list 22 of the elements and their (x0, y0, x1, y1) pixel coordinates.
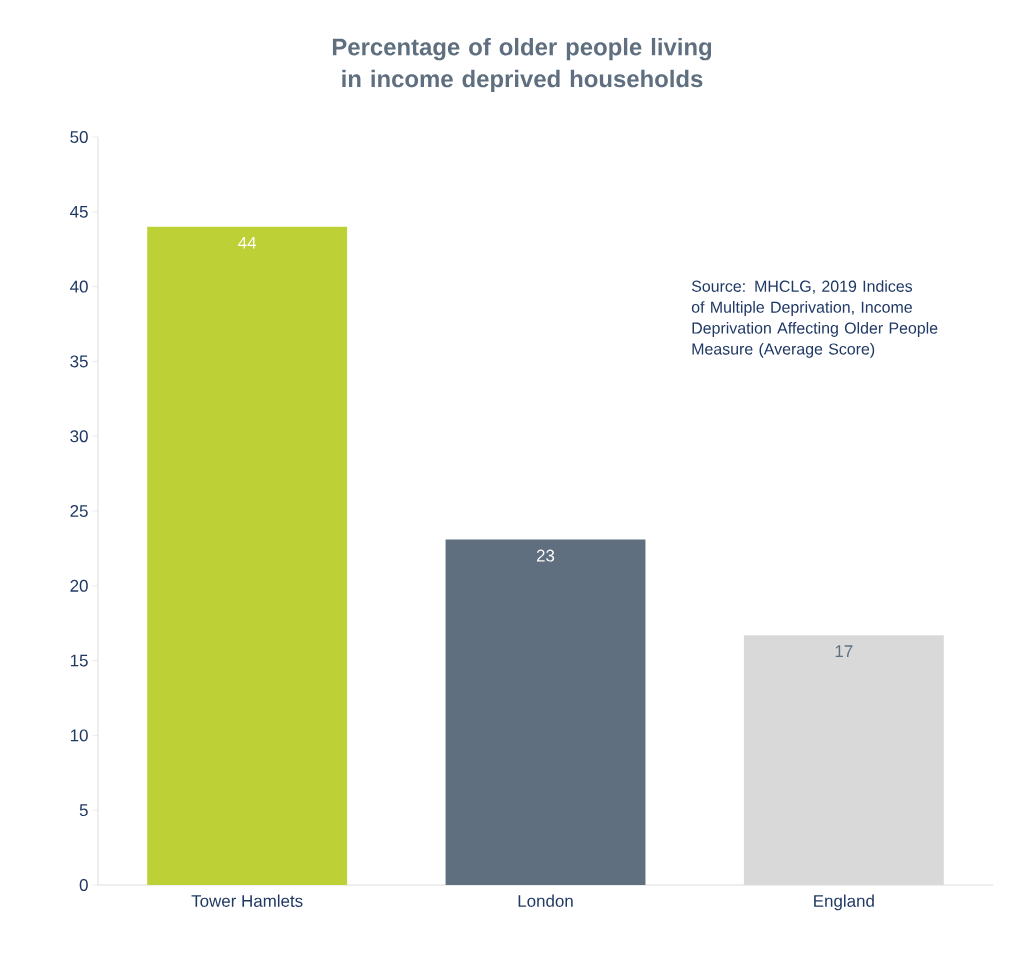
x-tick-label: England (814, 894, 874, 911)
y-tick-label: 30 (70, 430, 88, 443)
y-tick-label: 20 (70, 579, 88, 592)
x-tick-label: Tower Hamlets (191, 894, 303, 907)
data-label: 44 (238, 236, 257, 249)
y-tick-label: 40 (70, 280, 88, 293)
data-label: 23 (536, 549, 555, 562)
bar (445, 539, 646, 885)
y-tick-label: 25 (70, 505, 88, 517)
bar (743, 635, 944, 885)
y-tick-label: 15 (70, 654, 88, 667)
annotation: Source: MHCLG, 2019 Indices of Multiple Deprivation, Income Deprivation Affecting Older People Measure (Average Score) (691, 280, 938, 358)
y-tick-label: 10 (70, 729, 88, 742)
y-tick-label: 50 (70, 131, 88, 143)
y-tick-label: 35 (70, 355, 88, 368)
chart-title: Percentage of older people living in income deprived households (332, 37, 712, 93)
y-tick-label: 5 (79, 804, 88, 817)
y-tick-label: 45 (70, 205, 88, 218)
x-tick-label: London (518, 894, 573, 907)
bar (147, 226, 348, 885)
data-label: 17 (835, 645, 853, 658)
y-tick-label: 0 (79, 879, 88, 891)
